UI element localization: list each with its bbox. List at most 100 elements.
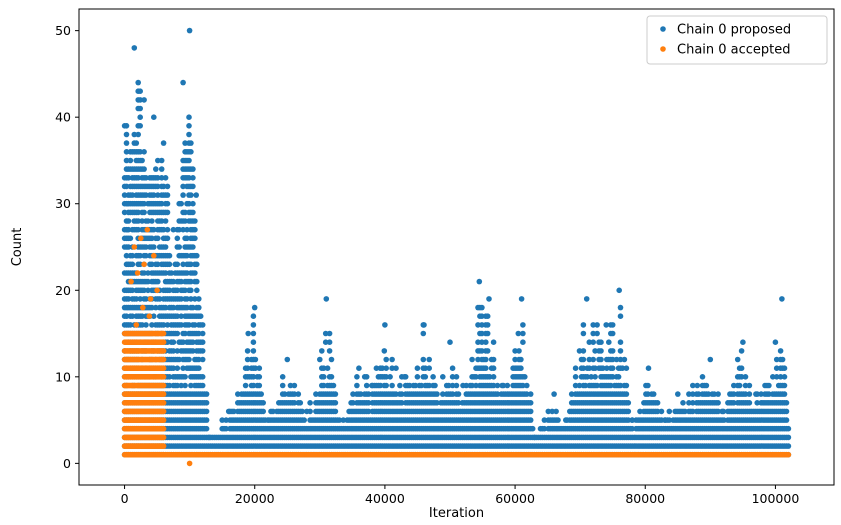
point-proposed [319, 348, 325, 354]
point-proposed [399, 391, 405, 397]
point-proposed [256, 382, 263, 389]
point-proposed [615, 374, 622, 380]
point-proposed [188, 261, 194, 268]
point-proposed [379, 365, 386, 372]
point-proposed [590, 339, 596, 346]
point-proposed [609, 322, 616, 328]
point-proposed [186, 114, 192, 120]
point-proposed [382, 322, 388, 328]
y-tick-label: 40 [55, 110, 71, 125]
point-proposed [422, 374, 429, 380]
point-proposed [779, 296, 785, 302]
point-proposed [766, 382, 772, 389]
point-proposed [332, 400, 339, 406]
point-proposed [186, 131, 192, 138]
point-proposed [143, 244, 149, 250]
point-proposed [196, 365, 202, 372]
point-proposed [182, 218, 188, 224]
point-proposed [137, 252, 143, 259]
point-proposed [219, 417, 225, 423]
point-proposed [125, 175, 132, 181]
point-proposed [675, 391, 681, 397]
point-proposed [190, 304, 196, 311]
point-proposed [141, 166, 147, 172]
point-proposed [192, 226, 198, 233]
point-proposed [746, 400, 753, 406]
point-proposed [158, 218, 165, 224]
point-proposed [184, 252, 190, 259]
point-proposed [184, 296, 190, 302]
point-proposed [645, 382, 651, 389]
point-proposed [598, 339, 604, 346]
point-proposed [127, 157, 134, 164]
point-proposed [307, 400, 313, 406]
series-proposed-markers [121, 27, 792, 458]
point-proposed [194, 261, 200, 268]
point-proposed [135, 79, 141, 86]
point-proposed [783, 417, 790, 423]
point-proposed [170, 304, 177, 311]
point-proposed [135, 209, 141, 216]
point-proposed [401, 374, 408, 380]
point-proposed [381, 348, 388, 354]
x-tick-label: 100000 [752, 491, 800, 506]
point-proposed [164, 226, 171, 233]
point-proposed [190, 183, 196, 190]
point-proposed [184, 235, 190, 242]
point-proposed [125, 226, 132, 233]
point-proposed [174, 313, 181, 320]
point-proposed [250, 322, 257, 328]
point-proposed [206, 434, 212, 441]
point-proposed [192, 218, 198, 224]
point-proposed [445, 382, 452, 389]
point-proposed [155, 183, 161, 190]
point-proposed [781, 365, 788, 372]
point-proposed [479, 330, 485, 337]
point-proposed [781, 382, 788, 389]
point-proposed [430, 374, 436, 380]
point-proposed [137, 105, 143, 112]
point-proposed [432, 382, 438, 389]
x-tick-label: 0 [121, 491, 129, 506]
point-proposed [265, 417, 271, 423]
point-proposed [469, 356, 475, 363]
point-proposed [281, 391, 288, 397]
point-proposed [475, 356, 481, 363]
point-proposed [170, 339, 177, 346]
point-proposed [434, 391, 440, 397]
point-proposed [174, 287, 181, 294]
point-proposed [178, 313, 184, 320]
point-proposed [527, 408, 534, 415]
point-proposed [365, 391, 372, 397]
point-proposed [158, 200, 165, 207]
point-proposed [572, 374, 579, 380]
point-proposed [258, 391, 265, 397]
point-proposed [186, 322, 192, 328]
point-proposed [736, 382, 743, 389]
point-proposed [393, 365, 399, 372]
point-proposed [164, 183, 171, 190]
point-proposed [160, 322, 167, 328]
point-proposed [654, 400, 661, 406]
point-proposed [473, 382, 479, 389]
point-proposed [156, 296, 163, 302]
point-proposed [196, 356, 202, 363]
point-proposed [164, 192, 171, 198]
point-proposed [270, 408, 276, 415]
point-proposed [279, 374, 286, 380]
point-proposed [320, 365, 327, 372]
point-proposed [186, 356, 192, 363]
point-accepted [147, 296, 154, 302]
point-proposed [199, 374, 206, 380]
point-proposed [781, 374, 788, 380]
point-proposed [299, 408, 306, 415]
point-proposed [260, 400, 267, 406]
point-proposed [479, 322, 485, 328]
point-proposed [127, 235, 134, 242]
point-proposed [151, 244, 157, 250]
point-proposed [350, 400, 356, 406]
point-proposed [772, 339, 779, 346]
point-proposed [252, 365, 259, 372]
point-proposed [164, 209, 171, 216]
point-proposed [475, 339, 481, 346]
